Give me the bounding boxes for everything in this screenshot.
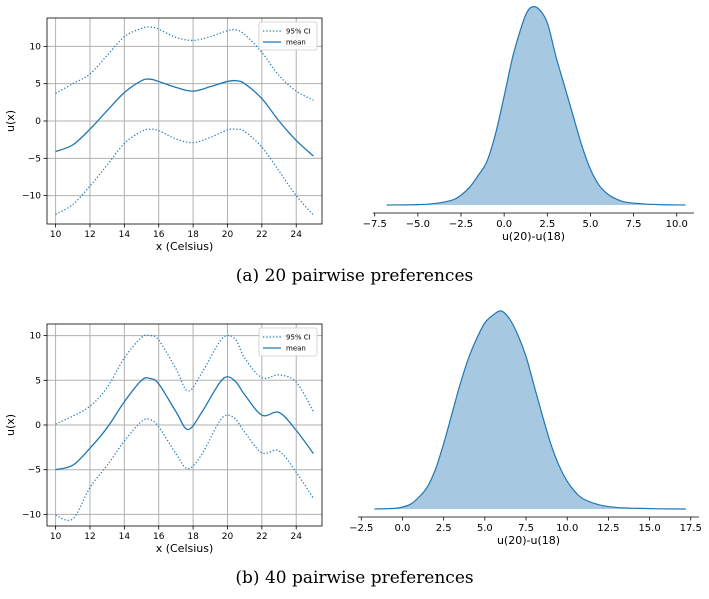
- legend: 95% CI mean: [258, 327, 318, 357]
- mean-line: [55, 78, 314, 157]
- x-tick-label: 5.0: [477, 523, 493, 534]
- y-axis-label: u(x): [4, 414, 17, 436]
- x-tick-label: 5.0: [582, 219, 598, 230]
- x-tick-label: 12: [84, 532, 95, 542]
- x-tick-label: 20: [222, 532, 234, 542]
- x-tick-label: 15.0: [638, 523, 660, 534]
- x-tick-label: 10: [50, 532, 62, 542]
- y-tick-label: 5: [35, 80, 41, 90]
- chart-a-right: −7.5 −5.0 −2.5 0.0 2.5 5.0 7.5 10.0 u(20)-u(18): [363, 6, 694, 243]
- mean-line: [55, 376, 314, 471]
- ci-line: [55, 414, 314, 521]
- x-tick-label: 17.5: [680, 523, 702, 534]
- legend-label: mean: [286, 39, 306, 47]
- x-axis-label: x (Celsius): [156, 240, 214, 253]
- y-tick-label: −10: [22, 192, 41, 202]
- chart-b-left: 10 12 14 16 18 20 22 24 −10 −5 0 5 10 95% CI mean x (Ce…: [4, 323, 323, 555]
- y-tick-label: −5: [28, 466, 41, 476]
- y-tick-label: 5: [35, 376, 41, 386]
- x-tick-label: 18: [187, 230, 199, 240]
- x-tick-label: 0.0: [496, 219, 512, 230]
- plot-frame: [46, 17, 323, 225]
- x-tick-label: 16: [153, 532, 165, 542]
- x-tick-label: 2.5: [539, 219, 555, 230]
- y-tick-label: 10: [30, 42, 42, 52]
- x-axis-label: x (Celsius): [156, 542, 214, 555]
- x-tick-label: 10: [50, 230, 62, 240]
- x-tick-label: 0.0: [395, 523, 411, 534]
- ci-line: [55, 26, 314, 101]
- legend-label: 95% CI: [286, 28, 311, 36]
- y-tick-label: 10: [30, 332, 42, 342]
- x-tick-label: 7.5: [626, 219, 642, 230]
- x-tick-label: 10.0: [666, 219, 688, 230]
- x-tick-label: 10.0: [556, 523, 578, 534]
- x-tick-label: 14: [119, 230, 131, 240]
- legend-label: 95% CI: [286, 334, 311, 342]
- density-area: [386, 6, 686, 206]
- x-tick-label: −2.5: [349, 523, 373, 534]
- ci-line: [55, 128, 314, 216]
- plot-frame: [46, 323, 323, 527]
- chart-b-right: −2.5 0.0 2.5 5.0 7.5 10.0 12.5 15.0 17.5 u(20)-u(…: [349, 310, 702, 547]
- x-tick-label: −2.5: [449, 219, 473, 230]
- density-line: [374, 310, 686, 510]
- x-tick-label: 14: [119, 532, 131, 542]
- y-axis-label: u(x): [4, 110, 17, 132]
- x-tick-label: 20: [222, 230, 234, 240]
- chart-a-left: 10 12 14 16 18 20 22 24 −10 −5 0 5 10 95% CI mean x (Ce…: [4, 17, 323, 253]
- x-tick-label: 18: [187, 532, 199, 542]
- y-tick-label: 0: [35, 421, 41, 431]
- y-tick-label: 0: [35, 117, 41, 127]
- x-tick-label: 12.5: [597, 523, 619, 534]
- x-tick-label: 22: [256, 532, 267, 542]
- caption-a: (a) 20 pairwise preferences: [235, 266, 474, 286]
- x-tick-label: 2.5: [436, 523, 452, 534]
- x-axis-label: u(20)-u(18): [502, 230, 565, 243]
- x-tick-label: 22: [256, 230, 267, 240]
- legend-box: [258, 21, 318, 51]
- density-area: [374, 310, 686, 509]
- density-line: [386, 6, 686, 206]
- y-tick-label: −10: [22, 510, 41, 520]
- caption-b: (b) 40 pairwise preferences: [235, 568, 474, 588]
- x-tick-label: 24: [290, 230, 302, 240]
- x-tick-label: 7.5: [518, 523, 534, 534]
- legend-box: [258, 327, 318, 357]
- x-tick-label: −7.5: [363, 219, 387, 230]
- x-tick-label: −5.0: [406, 219, 430, 230]
- x-tick-label: 12: [84, 230, 95, 240]
- y-tick-label: −5: [28, 154, 41, 164]
- legend: 95% CI mean: [258, 21, 318, 51]
- x-tick-label: 16: [153, 230, 165, 240]
- legend-label: mean: [286, 345, 306, 353]
- x-axis-label: u(20)-u(18): [497, 534, 560, 547]
- x-tick-label: 24: [290, 532, 302, 542]
